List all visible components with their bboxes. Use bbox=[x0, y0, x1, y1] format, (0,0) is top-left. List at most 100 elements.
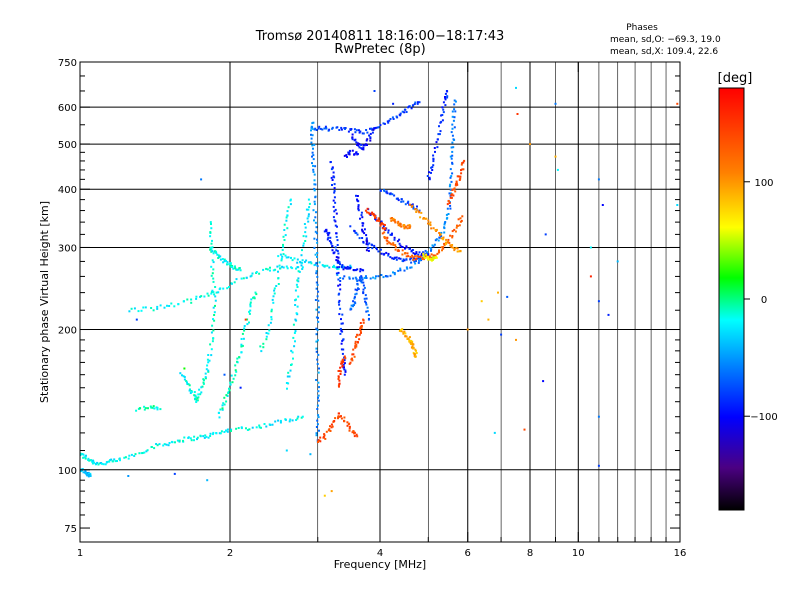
echo-point bbox=[283, 223, 286, 226]
echo-point bbox=[422, 258, 425, 260]
echo-point bbox=[156, 406, 159, 409]
echo-point bbox=[461, 168, 464, 171]
echo-point bbox=[348, 425, 351, 428]
echo-point bbox=[204, 377, 207, 380]
echo-point bbox=[405, 266, 408, 269]
echo-point bbox=[307, 220, 310, 223]
echo-point bbox=[361, 222, 364, 225]
echo-point bbox=[360, 331, 362, 334]
echo-point bbox=[409, 255, 412, 258]
echo-point bbox=[447, 213, 450, 215]
echo-point bbox=[337, 278, 340, 281]
echo-point bbox=[360, 143, 363, 146]
echo-point bbox=[87, 475, 90, 478]
echo-point bbox=[431, 166, 434, 169]
echo-point bbox=[410, 250, 413, 253]
echo-point bbox=[454, 184, 457, 187]
echo-point bbox=[207, 354, 210, 356]
echo-point bbox=[269, 321, 272, 324]
echo-point bbox=[398, 257, 401, 260]
echo-point bbox=[262, 342, 265, 345]
echo-point bbox=[317, 414, 320, 417]
echo-point bbox=[360, 147, 363, 150]
echo-point bbox=[449, 168, 452, 171]
echo-point bbox=[346, 424, 349, 427]
echo-point bbox=[217, 257, 220, 259]
echo-point bbox=[356, 199, 359, 202]
echo-point bbox=[339, 277, 342, 279]
echo-point bbox=[316, 423, 319, 426]
echo-point bbox=[351, 133, 354, 136]
colorbar-tick-label: −100 bbox=[750, 412, 777, 423]
echo-point bbox=[451, 235, 454, 237]
echo-point bbox=[204, 376, 207, 379]
echo-point bbox=[199, 295, 202, 298]
echo-point bbox=[415, 352, 418, 355]
echo-point bbox=[450, 175, 453, 178]
echo-point bbox=[325, 127, 328, 130]
echo-point bbox=[315, 327, 318, 330]
echo-point bbox=[372, 128, 375, 131]
echo-point bbox=[408, 224, 411, 226]
echo-point bbox=[119, 459, 121, 462]
echo-point bbox=[408, 227, 411, 229]
echo-point bbox=[348, 151, 351, 154]
echo-point bbox=[445, 90, 448, 92]
echo-point bbox=[453, 228, 456, 231]
echo-point bbox=[406, 227, 409, 230]
echo-point bbox=[451, 150, 454, 153]
echo-point bbox=[398, 238, 401, 241]
echo-point bbox=[194, 395, 197, 398]
echo-point bbox=[340, 318, 342, 321]
echo-point bbox=[365, 249, 368, 252]
echo-point bbox=[399, 224, 402, 227]
echo-point bbox=[230, 266, 233, 268]
echo-point bbox=[366, 144, 368, 146]
y-tick-label: 200 bbox=[58, 326, 77, 337]
echo-point bbox=[337, 271, 340, 274]
echo-point bbox=[369, 139, 372, 142]
echo-point bbox=[219, 408, 222, 411]
echo-point bbox=[339, 288, 342, 291]
echo-point bbox=[377, 275, 380, 278]
echo-point bbox=[295, 298, 297, 301]
echo-point bbox=[430, 248, 433, 251]
echo-point bbox=[372, 212, 375, 215]
echo-point bbox=[170, 302, 173, 305]
echo-point bbox=[317, 311, 320, 314]
echo-point bbox=[394, 246, 397, 248]
echo-point bbox=[351, 353, 354, 356]
echo-point bbox=[342, 277, 345, 280]
echo-point bbox=[351, 137, 354, 139]
echo-point bbox=[330, 490, 333, 493]
echo-point bbox=[210, 290, 213, 293]
echo-point bbox=[279, 421, 282, 424]
echo-point bbox=[318, 367, 320, 370]
echo-point bbox=[206, 292, 209, 295]
echo-point bbox=[200, 391, 203, 394]
echo-point bbox=[404, 108, 407, 111]
echo-point bbox=[391, 232, 393, 235]
echo-point bbox=[287, 382, 290, 385]
echo-point bbox=[589, 275, 592, 278]
echo-point bbox=[453, 108, 456, 111]
echo-point bbox=[427, 222, 429, 225]
echo-point bbox=[277, 255, 280, 258]
echo-point bbox=[174, 441, 176, 444]
echo-point bbox=[413, 253, 416, 255]
echo-point bbox=[411, 254, 414, 257]
echo-point bbox=[424, 254, 427, 257]
echo-point bbox=[204, 434, 207, 437]
echo-point bbox=[145, 450, 148, 453]
echo-point bbox=[250, 298, 253, 301]
echo-point bbox=[417, 261, 420, 264]
echo-point bbox=[294, 318, 297, 321]
echo-point bbox=[204, 372, 207, 375]
echo-point bbox=[188, 389, 191, 392]
echo-point bbox=[301, 266, 304, 269]
echo-point bbox=[273, 292, 276, 295]
echo-point bbox=[450, 180, 453, 183]
echo-point bbox=[397, 224, 400, 227]
echo-point bbox=[234, 267, 237, 270]
echo-point bbox=[212, 261, 215, 264]
